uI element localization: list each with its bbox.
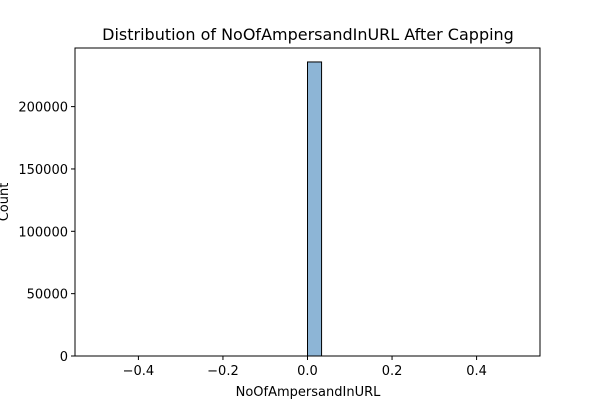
chart-title: Distribution of NoOfAmpersandInURL After… [102,25,514,44]
x-axis-label: NoOfAmpersandInURL [236,385,381,400]
y-tick-label: 100000 [18,225,68,240]
x-tick-label: 0.2 [382,364,403,379]
y-axis-label: Count [0,183,12,222]
plot-area: −0.4 −0.2 0.0 0.2 0.4 0 50000 100000 150000 20000… [18,47,541,379]
y-tick-label: 0 [60,350,68,365]
histogram-bar [307,61,323,357]
x-tick-label: −0.4 [123,364,155,379]
y-tick-label: 150000 [18,163,68,178]
x-tick-label: 0.4 [466,364,487,379]
y-tick-label: 200000 [18,101,68,116]
x-tick-label: 0.0 [297,364,318,379]
y-tick-label: 50000 [27,288,68,303]
x-tick-label: −0.2 [207,364,239,379]
